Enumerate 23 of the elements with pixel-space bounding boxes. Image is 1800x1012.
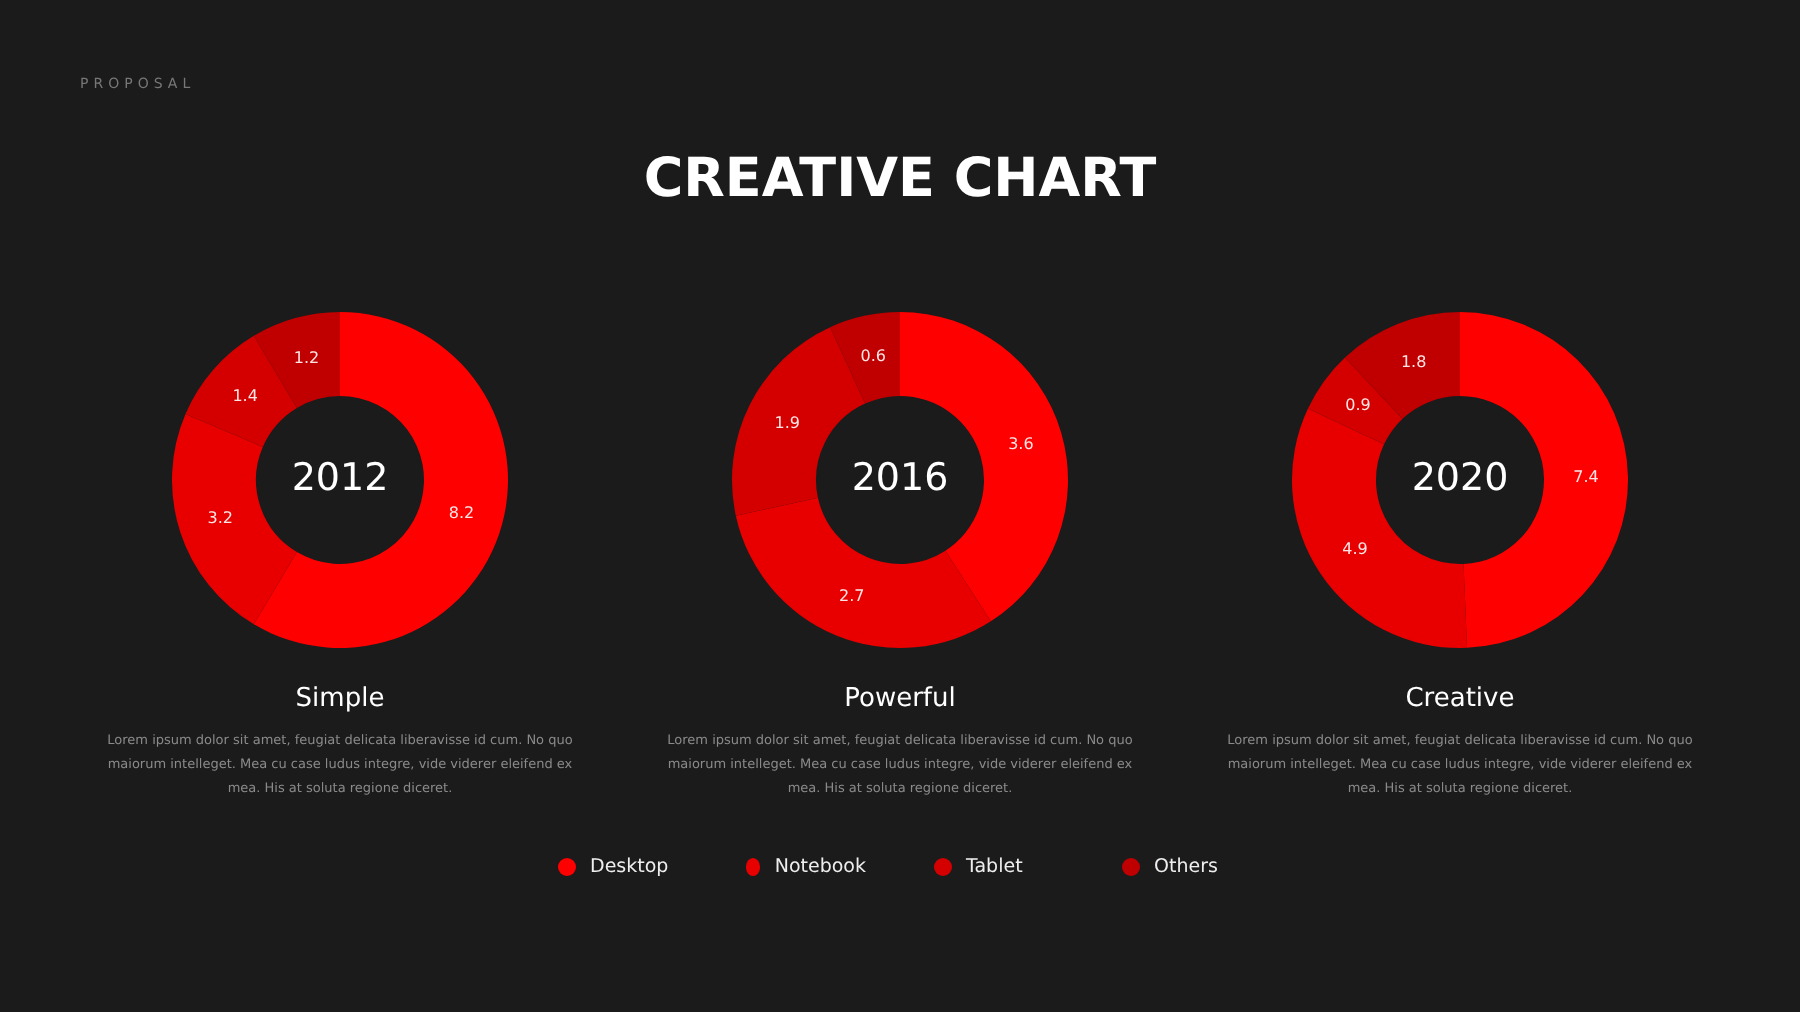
data-label: 3.2 <box>207 509 233 528</box>
data-label: 4.9 <box>1342 539 1368 558</box>
legend-label: Others <box>1154 856 1218 878</box>
legend-label: Desktop <box>590 856 669 878</box>
data-label: 2.7 <box>839 586 865 605</box>
data-label: 0.9 <box>1345 396 1371 415</box>
data-label: 7.4 <box>1573 467 1599 486</box>
text: 2016 <box>849 456 951 500</box>
legend-label: Notebook <box>774 856 866 878</box>
data-label: 1.9 <box>774 413 801 432</box>
data-label: 1.4 <box>232 387 258 406</box>
data-label: 1.8 <box>1400 353 1427 371</box>
text: Creative <box>1403 684 1517 714</box>
text: CREATIVE CHART <box>641 148 1159 210</box>
data-label: 3.6 <box>1008 434 1034 453</box>
text: 2020 <box>1411 456 1509 500</box>
legend-label: Tablet <box>966 856 1023 878</box>
text: Powerful <box>842 684 958 714</box>
text: Simple <box>293 684 387 714</box>
data-label: 1.2 <box>293 348 320 367</box>
data-label: 0.6 <box>860 347 886 366</box>
data-label: 8.2 <box>448 503 475 522</box>
text: 2012 <box>289 456 391 500</box>
